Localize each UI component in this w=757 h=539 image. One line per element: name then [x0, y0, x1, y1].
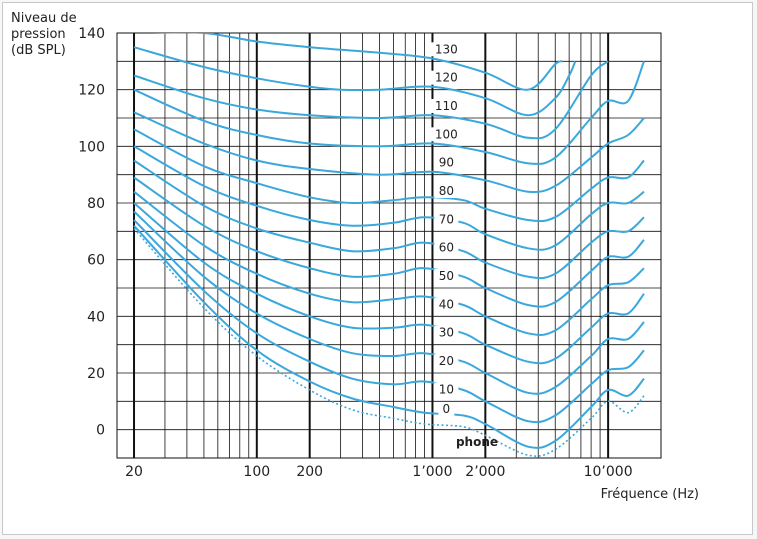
- loudness-curve: [133, 128, 645, 223]
- phon-label: 120: [435, 71, 458, 85]
- phon-label-bg: [434, 212, 459, 227]
- y-axis-label-line: (dB SPL): [11, 43, 66, 58]
- y-tick-label: 20: [87, 366, 105, 382]
- phon-label-bg: [430, 70, 463, 85]
- loudness-curve: [133, 111, 645, 193]
- x-axis-label: Fréquence (Hz): [601, 487, 699, 502]
- y-tick-label: 40: [87, 309, 105, 325]
- hearing-threshold-curve: [133, 227, 645, 457]
- y-tick-label: 140: [78, 26, 105, 42]
- phon-label: 70: [439, 212, 454, 226]
- phon-label-bg: [434, 297, 459, 312]
- loudness-curve: [133, 219, 645, 424]
- phon-label: 30: [439, 326, 454, 340]
- equal-loudness-chart: Niveau de pression (dB SPL) 130120110100…: [11, 11, 699, 502]
- loudness-curve: [133, 202, 645, 365]
- loudness-curve: [133, 60, 609, 140]
- y-tick-label: 120: [78, 83, 105, 99]
- y-tick-label: 60: [87, 253, 105, 269]
- loudness-curve: [133, 190, 645, 336]
- phon-label: 40: [439, 297, 454, 311]
- y-tick-label: 0: [96, 423, 105, 439]
- phon-label-bg: [434, 184, 459, 198]
- phon-label-bg: [430, 42, 463, 57]
- x-tick-label: 2’000: [465, 464, 505, 480]
- loudness-curve: [133, 225, 645, 449]
- phon-label-bg: [434, 240, 459, 255]
- loudness-curve: [133, 210, 645, 395]
- phon-label: 130: [435, 42, 458, 56]
- phon-label-bg: [438, 402, 455, 417]
- loudness-curve: [133, 60, 645, 165]
- x-tick-label: 20: [125, 464, 143, 480]
- phon-label: 60: [439, 241, 454, 255]
- phon-label: 100: [435, 127, 458, 141]
- y-axis-label-line: pression: [11, 27, 66, 42]
- phon-label-bg: [430, 127, 463, 142]
- phon-label-bg: [434, 269, 459, 283]
- x-tick-label: 1’000: [412, 464, 452, 480]
- loudness-curves: [133, 33, 645, 457]
- phon-label: 0: [443, 402, 451, 416]
- x-tick-label: 10’000: [584, 464, 633, 480]
- loudness-curve: [133, 145, 645, 251]
- loudness-curve: [133, 159, 645, 280]
- x-tick-label: 200: [296, 464, 323, 480]
- loudness-curve: [133, 46, 577, 117]
- phon-label: 10: [439, 382, 454, 396]
- phon-label: 110: [435, 99, 458, 113]
- y-tick-label: 80: [87, 196, 105, 212]
- phon-label: 50: [439, 269, 454, 283]
- phon-label-bg: [434, 155, 459, 170]
- phon-label-bg: [434, 325, 459, 340]
- phon-label-bg: [434, 382, 459, 397]
- y-axis-label: Niveau de pression (dB SPL): [11, 11, 77, 58]
- x-tick-label: 100: [243, 464, 270, 480]
- phon-label-bg: [434, 354, 459, 368]
- y-tick-label: 100: [78, 139, 105, 155]
- phon-label: 80: [439, 184, 454, 198]
- loudness-curve: [133, 176, 645, 308]
- y-axis-label-line: Niveau de: [11, 11, 77, 26]
- phon-label-bg: [430, 99, 463, 113]
- plot-border: [116, 32, 662, 459]
- loudness-curve: [151, 33, 563, 91]
- unit-label: phone: [456, 435, 498, 449]
- phon-label: 90: [439, 156, 454, 170]
- phon-label: 20: [439, 354, 454, 368]
